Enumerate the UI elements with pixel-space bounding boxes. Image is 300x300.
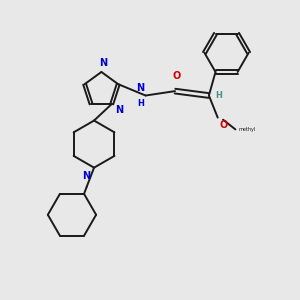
Text: N: N xyxy=(82,171,91,181)
Text: methyl: methyl xyxy=(238,127,256,132)
Text: N: N xyxy=(136,83,144,93)
Text: O: O xyxy=(219,120,227,130)
Text: N: N xyxy=(115,105,124,116)
Text: H: H xyxy=(215,91,222,100)
Text: O: O xyxy=(172,71,181,81)
Text: N: N xyxy=(99,58,107,68)
Text: H: H xyxy=(137,99,144,108)
